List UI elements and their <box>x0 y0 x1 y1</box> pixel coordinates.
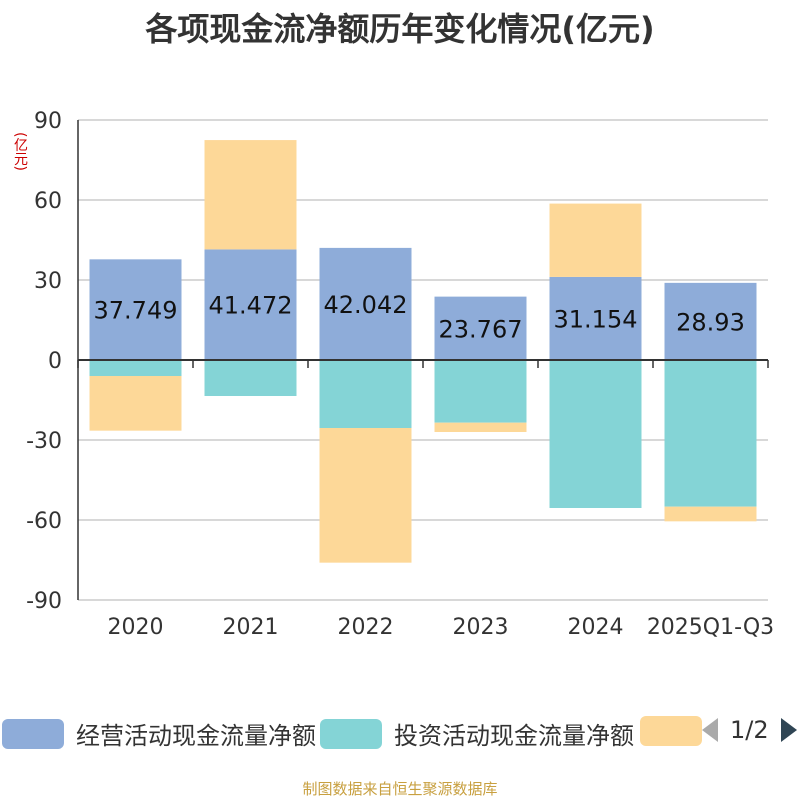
legend-pager: 1/2 <box>700 716 799 744</box>
data-label: 42.042 <box>324 291 408 319</box>
bar-series2-2024 <box>549 203 642 277</box>
legend-label-investing: 投资活动现金流量净额 <box>394 722 634 750</box>
x-tick-label: 2025Q1-Q3 <box>647 615 774 640</box>
legend: 经营活动现金流量净额 投资活动现金流量净额 1/2 <box>0 716 800 756</box>
legend-label-operating: 经营活动现金流量净额 <box>76 722 316 750</box>
legend-swatch-third-series <box>640 716 702 746</box>
triangle-left-icon[interactable] <box>700 716 720 744</box>
bar-series1-2025Q1-Q3 <box>664 360 757 507</box>
triangle-right-icon[interactable] <box>779 716 799 744</box>
legend-item-operating[interactable]: 经营活动现金流量净额 <box>2 716 316 751</box>
bar-series2-2023 <box>434 422 527 432</box>
bar-series1-2022 <box>319 360 412 428</box>
bar-series2-2021 <box>204 140 297 250</box>
x-tick-label: 2021 <box>223 615 279 640</box>
bar-series1-2021 <box>204 360 297 396</box>
legend-page-indicator: 1/2 <box>730 716 769 744</box>
bar-series0-2020 <box>89 259 182 360</box>
bar-series0-2024 <box>549 276 642 360</box>
legend-item-third-series[interactable] <box>640 716 702 746</box>
bar-series0-2023 <box>434 296 527 360</box>
y-tick-label: 60 <box>34 189 62 214</box>
chart-title: 各项现金流净额历年变化情况(亿元) <box>145 10 655 48</box>
legend-item-investing[interactable]: 投资活动现金流量净额 <box>320 716 634 751</box>
bar-series2-2020 <box>89 376 182 431</box>
data-label: 31.154 <box>554 305 638 333</box>
stacked-bar-chart: 90 60 30 0 -30 -60 -90 37.749 2020 41.472 2021 42.0… <box>26 109 774 640</box>
x-tick-label: 2022 <box>338 615 394 640</box>
y-tick-label: 30 <box>34 269 62 294</box>
footer-source: 制图数据来自恒生聚源数据库 <box>302 780 498 798</box>
data-label: 41.472 <box>209 292 293 320</box>
data-label: 37.749 <box>94 297 178 325</box>
y-tick-label: 0 <box>48 349 62 374</box>
bar-series1-2024 <box>549 360 642 508</box>
y-tick-label: 90 <box>34 109 62 134</box>
bar-series2-2022 <box>319 428 412 563</box>
data-label: 23.767 <box>439 315 523 343</box>
bar-series0-2021 <box>204 249 297 360</box>
x-tick-label: 2023 <box>453 615 509 640</box>
y-tick-label: -90 <box>26 589 62 614</box>
y-tick-label: -60 <box>26 509 62 534</box>
bar-series2-2025Q1-Q3 <box>664 506 757 522</box>
y-tick-label: -30 <box>26 429 62 454</box>
legend-swatch-investing <box>320 718 382 749</box>
bar-series0-2022 <box>319 247 412 360</box>
legend-swatch-operating <box>2 718 64 749</box>
x-tick-label: 2024 <box>568 615 624 640</box>
data-label: 28.93 <box>676 308 745 336</box>
bar-series1-2023 <box>434 360 527 423</box>
x-tick-label: 2020 <box>108 615 164 640</box>
bar-series0-2025Q1-Q3 <box>664 282 757 360</box>
bar-series1-2020 <box>89 360 182 376</box>
y-axis-unit-label: (亿元) <box>12 132 28 171</box>
